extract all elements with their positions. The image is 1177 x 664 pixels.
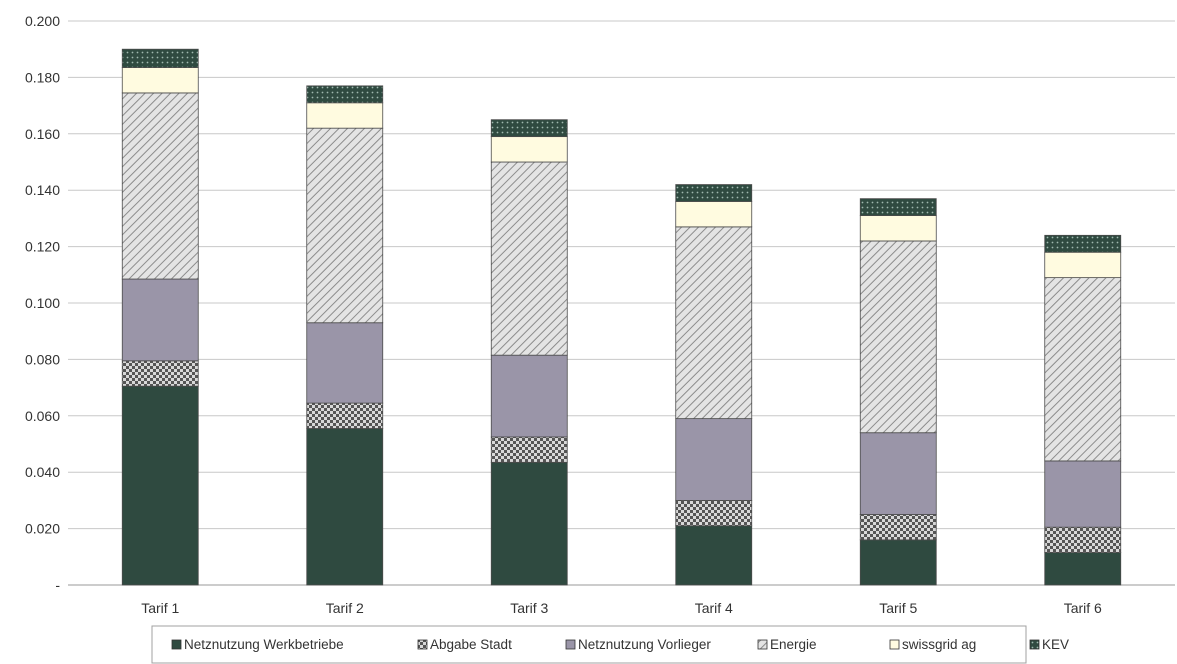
y-tick-label: 0.100 xyxy=(25,295,60,311)
x-tick-label: Tarif 6 xyxy=(1064,600,1102,616)
bar-segment xyxy=(675,226,753,420)
bar-segment xyxy=(1044,460,1122,528)
bar-stack xyxy=(675,184,753,586)
bar-stack xyxy=(490,119,568,586)
x-tick-label: Tarif 2 xyxy=(326,600,364,616)
legend-label: swissgrid ag xyxy=(902,637,976,652)
y-tick-label: 0.020 xyxy=(25,521,60,537)
legend: Netznutzung Werkbetriebe Abgabe Stadt Netz… xyxy=(151,625,1069,664)
bar-segment xyxy=(306,102,384,129)
y-tick-label: 0.160 xyxy=(25,126,60,142)
legend-swatch xyxy=(757,639,768,650)
y-tick-label: - xyxy=(55,577,60,593)
legend-swatch xyxy=(889,639,900,650)
legend-label: Netznutzung Werkbetriebe xyxy=(184,637,344,652)
y-tick-label: 0.180 xyxy=(25,69,60,85)
bar-segment xyxy=(490,136,568,163)
bar-segment xyxy=(121,92,199,280)
bar-stack xyxy=(859,198,937,586)
bar-segment xyxy=(121,360,199,387)
y-tick-label: 0.040 xyxy=(25,464,60,480)
legend-swatch xyxy=(417,639,428,650)
x-tick-label: Tarif 4 xyxy=(695,600,733,616)
bar-segment xyxy=(675,499,753,527)
bar-segment xyxy=(306,85,384,104)
legend-label: Abgabe Stadt xyxy=(430,637,512,652)
bar-segment xyxy=(121,67,199,94)
legend-swatch xyxy=(565,639,576,650)
bar-stack xyxy=(306,85,384,586)
bar-segment xyxy=(675,525,753,586)
bar-stack xyxy=(121,48,199,586)
bar-segment xyxy=(306,127,384,324)
bars xyxy=(121,48,1122,586)
bar-segment xyxy=(1044,251,1122,279)
bar-segment xyxy=(490,436,568,463)
bar-segment xyxy=(675,184,753,202)
bar-segment xyxy=(859,432,937,515)
x-tick-label: Tarif 3 xyxy=(510,600,548,616)
bar-segment xyxy=(859,539,937,586)
bar-segment xyxy=(306,402,384,429)
bar-segment xyxy=(490,161,568,356)
bar-segment xyxy=(121,48,199,68)
legend-label: Netznutzung Vorlieger xyxy=(578,637,711,652)
bar-segment xyxy=(490,119,568,138)
y-tick-label: 0.140 xyxy=(25,182,60,198)
y-tick-label: 0.060 xyxy=(25,408,60,424)
legend-label: Energie xyxy=(770,637,817,652)
bar-segment xyxy=(675,418,753,501)
bar-segment xyxy=(1044,552,1122,586)
legend-swatch xyxy=(1029,639,1040,650)
bar-segment xyxy=(121,278,199,362)
bar-segment xyxy=(1044,234,1122,253)
bar-segment xyxy=(306,428,384,586)
y-tick-label: 0.080 xyxy=(25,351,60,367)
gridlines xyxy=(68,20,1175,586)
y-tick-label: 0.120 xyxy=(25,239,60,255)
x-tick-label: Tarif 5 xyxy=(879,600,917,616)
bar-segment xyxy=(490,461,568,586)
legend-swatch xyxy=(171,639,182,650)
bar-segment xyxy=(859,198,937,216)
bar-segment xyxy=(306,322,384,404)
bar-segment xyxy=(1044,526,1122,553)
bar-segment xyxy=(859,240,937,434)
bar-segment xyxy=(859,215,937,242)
bar-segment xyxy=(121,385,199,586)
bar-segment xyxy=(1044,277,1122,462)
bar-segment xyxy=(859,514,937,541)
y-axis: - 0.020 0.040 0.060 0.080 0.100 0.120 0.140 0.16… xyxy=(25,13,60,593)
legend-box xyxy=(151,625,1027,664)
y-tick-label: 0.200 xyxy=(25,13,60,29)
bar-segment xyxy=(675,201,753,228)
legend-label: KEV xyxy=(1042,637,1069,652)
x-axis: Tarif 1 Tarif 2 Tarif 3 Tarif 4 Tarif 5 Tarif… xyxy=(141,600,1102,616)
bar-segment xyxy=(490,354,568,438)
x-tick-label: Tarif 1 xyxy=(141,600,179,616)
bar-stack xyxy=(1044,234,1122,586)
